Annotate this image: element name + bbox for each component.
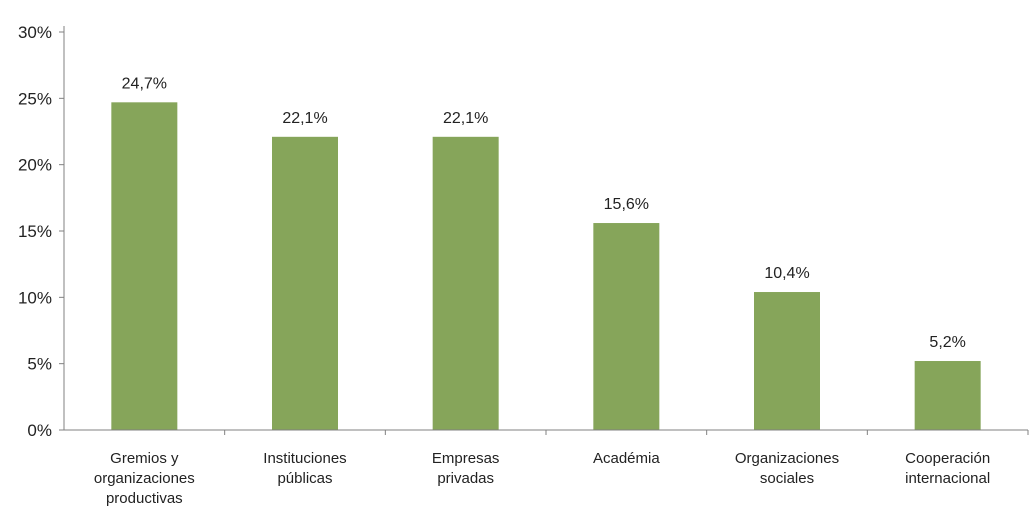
category-label: Instituciones: [263, 450, 346, 467]
category-label: públicas: [277, 470, 332, 487]
bar: [754, 292, 820, 430]
bar: [593, 223, 660, 430]
y-tick-label: 25%: [18, 89, 52, 108]
bar: [914, 361, 981, 430]
category-label: Organizaciones: [735, 450, 839, 467]
data-label: 24,7%: [122, 75, 167, 92]
bar: [272, 136, 338, 430]
bar: [432, 136, 499, 430]
y-tick-label: 30%: [18, 23, 52, 42]
bars: 24,7% 22,1% 22,1% 15,6% 10,4% 5,2%: [111, 75, 981, 431]
y-tick-label: 10%: [18, 288, 52, 307]
bar: [111, 102, 178, 431]
category-label: Académia: [593, 450, 660, 467]
y-tick-label: 15%: [18, 222, 52, 241]
y-tick-label: 0%: [27, 421, 52, 440]
y-tick-label: 5%: [27, 355, 52, 374]
category-label: organizaciones: [94, 470, 195, 487]
data-label: 10,4%: [764, 265, 809, 282]
category-label: sociales: [760, 470, 814, 487]
category-label: Empresas: [432, 450, 500, 467]
data-label: 22,1%: [443, 110, 488, 127]
data-label: 22,1%: [282, 110, 327, 127]
y-axis: 0% 5% 10% 15% 20% 25% 30%: [18, 23, 65, 440]
category-label: privadas: [437, 470, 494, 487]
category-label: internacional: [905, 470, 990, 487]
data-label: 5,2%: [929, 334, 965, 351]
category-label: Gremios y: [110, 450, 179, 467]
y-tick-label: 20%: [18, 156, 52, 175]
category-label: Cooperación: [905, 450, 990, 467]
x-axis: Gremios y organizaciones productivas Instit…: [64, 429, 1029, 507]
data-label: 15,6%: [604, 196, 649, 213]
category-label: productivas: [106, 490, 183, 507]
